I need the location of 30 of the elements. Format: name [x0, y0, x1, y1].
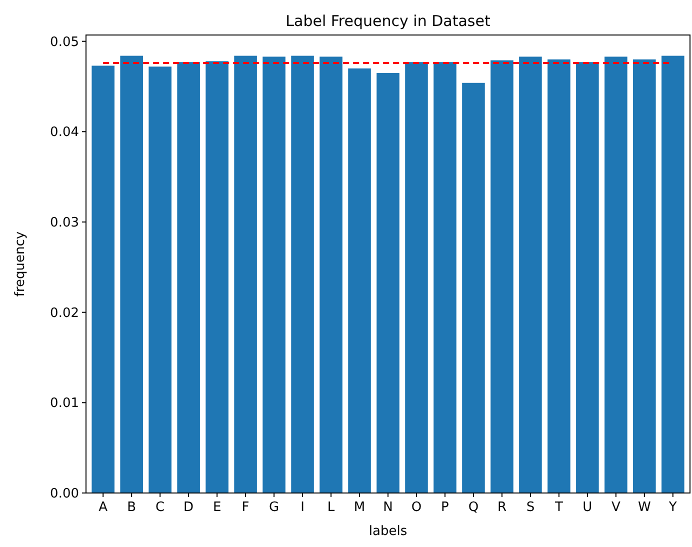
x-tick-label: P — [441, 500, 450, 515]
x-tick-label: E — [212, 500, 222, 515]
x-tick-label: W — [638, 500, 651, 515]
x-tick-label: Y — [668, 500, 677, 515]
x-tick-label: V — [611, 500, 620, 515]
x-tick-label: S — [526, 500, 535, 515]
x-tick-label: G — [269, 500, 280, 515]
chart-title: Label Frequency in Dataset — [286, 12, 490, 30]
x-tick-label: O — [411, 500, 422, 515]
y-tick-label: 0.00 — [50, 486, 79, 502]
y-tick-label: 0.01 — [50, 396, 79, 412]
y-tick-label: 0.02 — [50, 306, 79, 321]
x-tick-label: R — [497, 500, 506, 515]
x-tick-label: C — [156, 500, 165, 515]
x-tick-label: A — [98, 500, 108, 515]
x-tick-label: N — [383, 500, 393, 515]
y-tick-label: 0.03 — [50, 216, 79, 231]
x-tick-label: Q — [468, 500, 479, 515]
y-tick-label: 0.04 — [50, 125, 79, 140]
x-tick-label: I — [300, 500, 304, 515]
y-axis-title: frequency — [13, 231, 28, 297]
x-tick-label: D — [184, 500, 194, 515]
x-tick-label: T — [554, 500, 563, 515]
y-tick-label: 0.05 — [50, 34, 79, 50]
x-tick-label: F — [242, 500, 250, 515]
x-tick-label: L — [327, 500, 336, 515]
x-tick-label: M — [354, 500, 366, 515]
x-tick-label: U — [582, 500, 592, 515]
x-tick-label: B — [127, 500, 136, 515]
x-axis-title: labels — [368, 524, 408, 539]
